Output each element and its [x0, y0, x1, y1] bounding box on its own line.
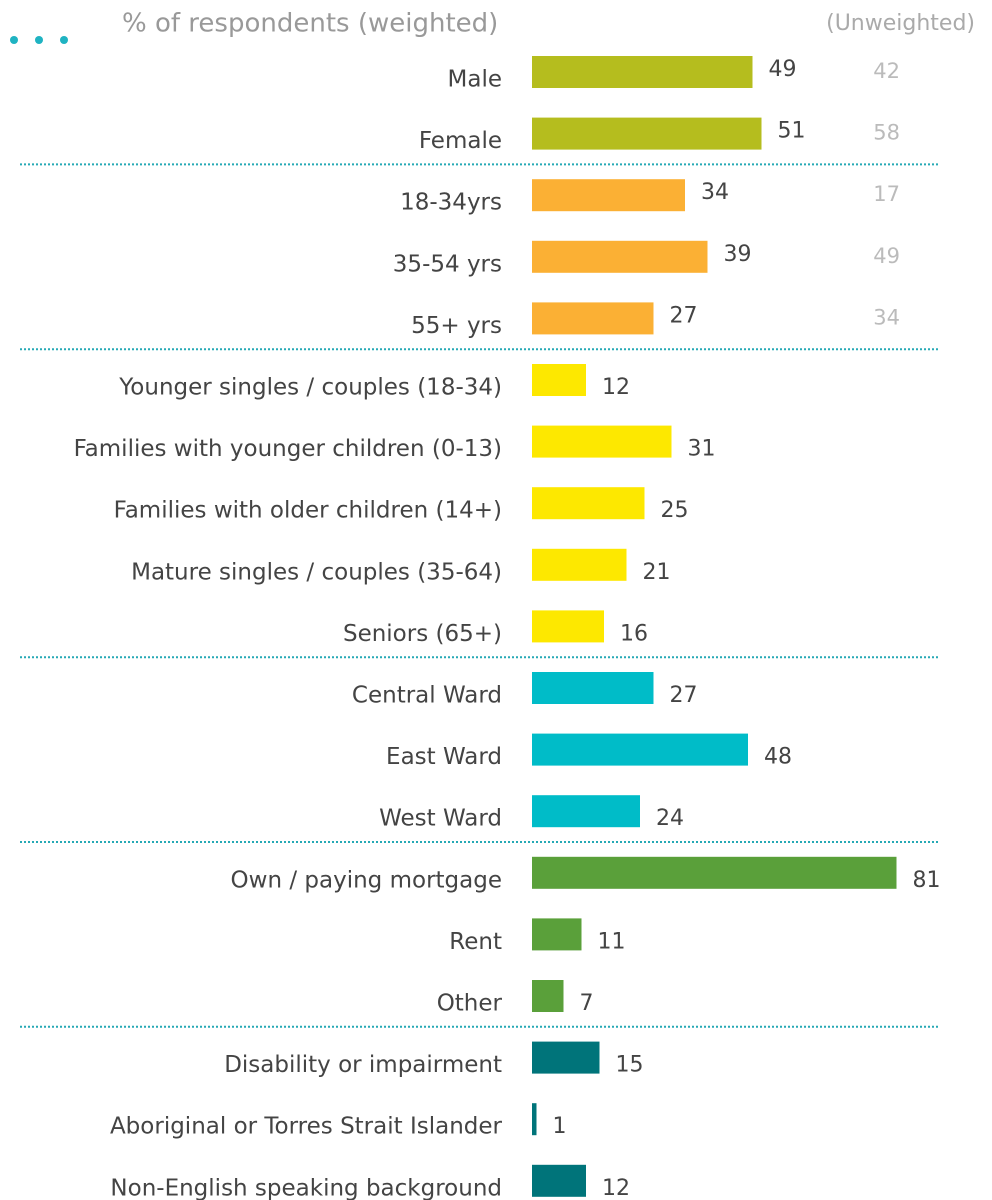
value-label: 48 [764, 745, 792, 770]
value-label: 39 [724, 242, 752, 267]
bar [532, 302, 654, 335]
bar [532, 364, 586, 396]
category-label: Rent [449, 929, 502, 955]
bar [532, 610, 604, 643]
bar [532, 117, 762, 150]
bar [532, 179, 685, 212]
value-label: 12 [602, 375, 630, 400]
bar [532, 487, 645, 520]
unweighted-label: 42 [873, 59, 900, 83]
category-label: Disability or impairment [224, 1052, 502, 1078]
value-label: 34 [701, 180, 729, 205]
category-label: Male [448, 67, 502, 93]
value-label: 81 [913, 868, 941, 893]
decor-dots [10, 36, 68, 44]
bar [532, 1041, 600, 1074]
bar [532, 1103, 537, 1136]
bar [532, 856, 897, 889]
value-label: 7 [580, 991, 594, 1016]
category-label: Mature singles / couples (35-64) [131, 559, 502, 585]
category-label: Aboriginal or Torres Strait Islander [110, 1114, 503, 1140]
category-label: Younger singles / couples (18-34) [118, 375, 502, 401]
value-label: 25 [661, 498, 689, 523]
value-label: 11 [598, 929, 626, 954]
category-label: Other [437, 991, 503, 1017]
value-label: 12 [602, 1176, 630, 1200]
value-label: 1 [553, 1114, 567, 1139]
unweighted-label: 49 [873, 244, 900, 268]
category-label: Own / paying mortgage [231, 867, 502, 893]
category-label: West Ward [379, 806, 502, 832]
bar [532, 425, 672, 458]
unweighted-label: 58 [873, 121, 900, 145]
bar [532, 56, 753, 88]
bar [532, 980, 564, 1012]
value-label: 16 [620, 621, 648, 646]
category-label: 35-54 yrs [393, 251, 502, 277]
unweighted-label: 34 [873, 305, 900, 329]
category-label: East Ward [386, 744, 502, 770]
value-label: 21 [643, 560, 671, 585]
chart-title: % of respondents (weighted) [122, 9, 498, 39]
value-label: 24 [656, 806, 684, 831]
category-label: Families with younger children (0-13) [74, 436, 502, 462]
category-label: Non-English speaking background [110, 1175, 502, 1200]
bar [532, 548, 627, 581]
category-label: 18-34yrs [400, 190, 502, 216]
value-label: 27 [670, 303, 698, 328]
bar [532, 733, 748, 766]
category-label: 55+ yrs [411, 313, 502, 339]
unweighted-label: 17 [873, 182, 900, 206]
bar [532, 672, 654, 704]
value-label: 15 [616, 1053, 644, 1078]
bar [532, 1164, 586, 1197]
value-label: 27 [670, 683, 698, 708]
value-label: 31 [688, 437, 716, 462]
unweighted-title: (Unweighted) [826, 11, 975, 36]
category-label: Families with older children (14+) [114, 498, 502, 524]
category-label: Seniors (65+) [343, 621, 502, 647]
category-label: Female [419, 128, 502, 154]
bar [532, 918, 582, 951]
value-label: 51 [778, 119, 806, 144]
category-label: Central Ward [352, 683, 502, 709]
bar [532, 240, 708, 273]
bar [532, 795, 640, 828]
value-label: 49 [769, 57, 797, 82]
